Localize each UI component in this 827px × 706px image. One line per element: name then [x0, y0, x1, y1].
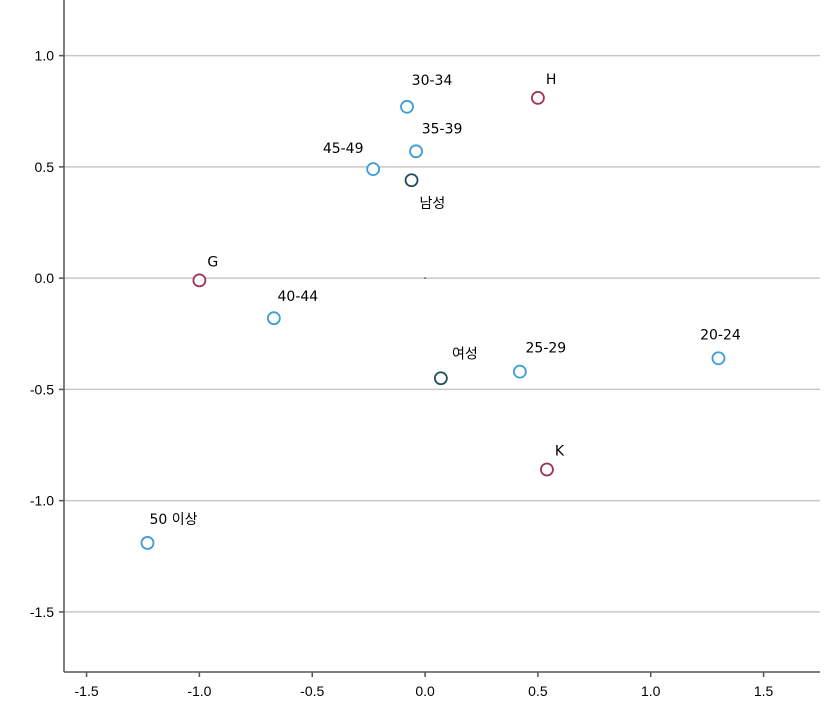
y-tick-label: 1.0	[35, 48, 55, 64]
point-label: G	[207, 254, 218, 270]
data-point	[366, 162, 381, 177]
data-point	[192, 273, 207, 288]
data-point	[400, 99, 414, 114]
data-point	[531, 91, 545, 105]
y-tick-label: 0.5	[35, 159, 55, 175]
data-points	[140, 91, 726, 550]
x-tick-label: 1.0	[641, 683, 661, 699]
point-labels: 30-34 35-39 45-49 남성 H G 40-44 여성 25-29 20-24 K 50 …	[149, 72, 740, 528]
point-label: 25-29	[526, 341, 567, 357]
point-label: H	[546, 72, 557, 88]
data-point	[512, 364, 527, 379]
point-label: 여성	[452, 346, 478, 362]
gridlines	[64, 54, 820, 613]
point-label: 50 이상	[149, 512, 197, 528]
point-label: 남성	[420, 196, 446, 212]
x-tick-labels: -1.5 -1.0 -0.5 0.0 0.5 1.0 1.5	[75, 672, 774, 699]
y-tick-label: -1.5	[30, 604, 54, 620]
data-point	[540, 462, 554, 477]
point-label: 35-39	[422, 121, 463, 137]
data-point	[404, 173, 419, 188]
point-label: K	[555, 444, 565, 460]
x-tick-label: 0.5	[528, 683, 548, 699]
y-tick-label: 0.0	[35, 270, 55, 286]
y-tick-labels: 1.0 0.5 0.0 -0.5 -1.0 -1.5	[30, 48, 64, 620]
data-point	[433, 371, 448, 386]
y-tick-label: -1.0	[30, 493, 54, 509]
data-point	[266, 311, 281, 326]
x-tick-label: -0.5	[300, 683, 324, 699]
point-label: 40-44	[278, 289, 319, 305]
x-tick-label: 0.0	[415, 683, 435, 699]
point-label: 30-34	[412, 73, 453, 89]
x-tick-label: 1.5	[754, 683, 774, 699]
point-label: 45-49	[323, 141, 364, 157]
axes	[63, 0, 820, 673]
x-tick-label: -1.5	[75, 683, 99, 699]
point-label: 20-24	[700, 327, 741, 343]
origin-dot	[424, 277, 426, 280]
data-point	[711, 351, 726, 366]
data-point	[140, 536, 155, 550]
y-tick-label: -0.5	[30, 381, 54, 397]
data-point	[409, 144, 423, 159]
x-tick-label: -1.0	[187, 683, 211, 699]
